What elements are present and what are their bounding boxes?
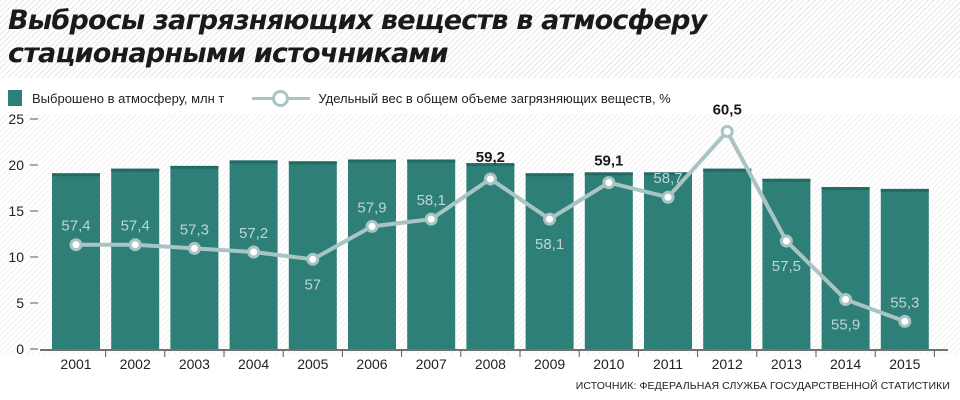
x-tick-label: 2011	[653, 356, 683, 372]
bar-cap	[644, 172, 692, 176]
bar	[52, 173, 100, 349]
line-point	[424, 212, 438, 226]
bar-cap	[821, 187, 870, 191]
bar-cap	[111, 168, 160, 172]
line-data-label: 55,3	[890, 294, 919, 311]
x-tick-label: 2014	[830, 356, 861, 372]
line-point	[483, 172, 497, 186]
line-data-label: 57,3	[180, 221, 209, 238]
line-data-label: 60,5	[713, 101, 742, 118]
bar-cap	[288, 161, 337, 165]
legend-line-marker	[252, 90, 311, 107]
x-tick-label: 2001	[60, 356, 91, 372]
y-tick-label: 0	[16, 341, 24, 357]
bar-cap	[703, 168, 752, 172]
line-data-label: 57	[304, 276, 321, 293]
line-data-label: 57,2	[239, 225, 268, 242]
x-tick-label: 2015	[889, 356, 920, 372]
bar-cap	[407, 159, 456, 163]
line-point	[247, 245, 261, 259]
line-point	[720, 124, 734, 138]
bar	[170, 165, 219, 349]
y-tick-label: 20	[8, 157, 24, 173]
x-tick-label: 2012	[712, 356, 743, 372]
bar-cap	[525, 173, 574, 177]
x-tick-label: 2002	[120, 356, 151, 372]
bar-cap	[762, 178, 811, 182]
bar	[348, 159, 396, 349]
line-point	[602, 176, 616, 190]
bar-cap	[52, 173, 100, 177]
bar-cap	[229, 160, 278, 164]
x-tick-label: 2010	[593, 356, 624, 372]
x-tick-label: 2008	[475, 356, 506, 372]
labels-group: 57,4 57,4 57,3 57,2 57 57,9 58,1 59,2 58,1 59,1 58…	[61, 101, 919, 333]
line-point	[779, 234, 793, 248]
line-point	[187, 241, 201, 255]
line-point	[69, 238, 83, 252]
x-tick-label: 2004	[238, 356, 269, 372]
title-background	[0, 0, 960, 78]
line-data-label: 59,2	[476, 149, 505, 166]
x-tick-label: 2013	[771, 356, 802, 372]
line-point	[898, 314, 912, 328]
chart-title: Выбросы загрязняющих веществ в атмосферу…	[8, 4, 707, 70]
bar	[111, 168, 160, 349]
line-data-label: 58,1	[417, 192, 446, 209]
line-data-label: 57,4	[121, 218, 150, 235]
y-tick-label: 15	[8, 203, 24, 219]
line-point	[306, 252, 320, 266]
line-point	[365, 219, 379, 233]
source-note: ИСТОЧНИК: ФЕДЕРАЛЬНАЯ СЛУЖБА ГОСУДАРСТВЕ…	[575, 380, 950, 392]
bar-cap	[584, 172, 633, 176]
bar-cap	[170, 165, 219, 169]
y-tick-label: 5	[16, 295, 24, 311]
line-point	[543, 212, 557, 226]
line-point	[128, 238, 142, 252]
bar-cap	[880, 188, 929, 192]
x-tick-label: 2006	[356, 356, 387, 372]
legend-bar-swatch	[8, 90, 22, 106]
chart-legend: Выброшено в атмосферу, млн т Удельный ве…	[8, 88, 671, 108]
legend-bar-label: Выброшено в атмосферу, млн т	[32, 90, 225, 106]
x-tick-label: 2009	[534, 356, 565, 372]
bar	[821, 187, 870, 349]
line-point	[839, 292, 853, 306]
line-data-label: 58,7	[653, 170, 682, 187]
axis-group: 0 5 10 15 20 25 2001 2002 2003 2004 2005 2006 2007 20…	[8, 111, 948, 372]
line-point	[661, 190, 675, 204]
bar	[525, 173, 574, 349]
chart-title-line-1: Выбросы загрязняющих веществ в атмосферу	[8, 5, 707, 36]
line-data-label: 55,9	[831, 316, 860, 333]
x-tick-label: 2007	[416, 356, 447, 372]
bar-cap	[348, 159, 396, 163]
chart-title-line-2: стационарными источниками	[8, 38, 449, 69]
bar	[466, 163, 515, 349]
line-data-label: 57,5	[772, 258, 801, 275]
line-data-label: 57,4	[61, 218, 90, 235]
legend-line-label: Удельный вес в общем объеме загрязняющих…	[318, 90, 671, 106]
y-tick-label: 10	[8, 249, 24, 265]
bar	[407, 159, 456, 349]
bar	[762, 178, 811, 349]
line-group	[69, 124, 912, 328]
bar-cap	[466, 163, 515, 167]
bar	[703, 168, 752, 349]
bar	[584, 172, 633, 349]
y-tick-label: 25	[8, 111, 24, 127]
line-data-label: 58,1	[535, 236, 564, 253]
x-tick-label: 2003	[179, 356, 210, 372]
x-tick-label: 2005	[297, 356, 328, 372]
line-data-label: 59,1	[594, 153, 623, 170]
line-data-label: 57,9	[357, 199, 386, 216]
